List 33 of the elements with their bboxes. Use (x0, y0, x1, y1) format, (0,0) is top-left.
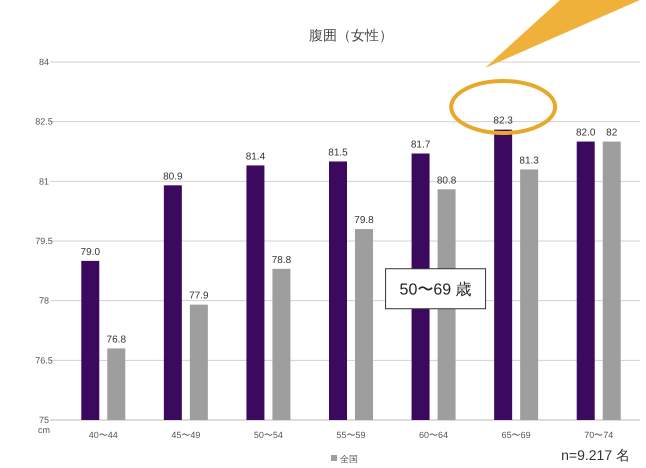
data-label: 79.0 (80, 246, 100, 258)
text: n=9.217 名 (561, 447, 630, 463)
data-label: 82.3 (493, 116, 514, 127)
data-label: 80.9 (163, 171, 184, 182)
legend-label: 全国 (340, 454, 358, 464)
data-label: 79.8 (354, 215, 374, 226)
x-tick-label: 65〜69 (502, 430, 531, 440)
x-tick-label: 55〜59 (336, 430, 366, 440)
data-label: 82 (606, 128, 618, 139)
x-tick-label: 60〜64 (419, 430, 448, 440)
data-label: 78.8 (272, 254, 292, 266)
y-tick-label: 79.5 (35, 236, 53, 246)
x-tick-label: 40〜44 (88, 430, 118, 440)
data-label: 81.4 (246, 151, 266, 162)
y-tick-label: 76.5 (35, 355, 53, 366)
y-tick-label: 84 (38, 57, 50, 67)
data-label: 82.0 (576, 128, 596, 139)
data-label: 77.9 (189, 290, 210, 302)
chart-title: 腹囲（女性） (309, 27, 393, 43)
y-tick-label: 82.5 (35, 116, 53, 127)
data-label: 80.8 (436, 175, 457, 186)
x-tick-label: 50〜54 (254, 430, 283, 440)
x-tick-label: 45〜49 (171, 430, 200, 440)
x-tick-label: 70〜74 (584, 430, 614, 440)
data-label: 81.3 (519, 155, 540, 166)
data-label: 76.8 (106, 334, 126, 346)
data-label: 81.5 (328, 147, 348, 158)
annotation: 50〜69 歳 (400, 280, 472, 299)
y-axis-title: cm (38, 425, 50, 435)
data-label: 81.7 (410, 139, 431, 150)
y-tick-label: 75 (38, 415, 50, 425)
y-tick-label: 78 (38, 296, 50, 306)
y-tick-label: 81 (38, 176, 50, 186)
